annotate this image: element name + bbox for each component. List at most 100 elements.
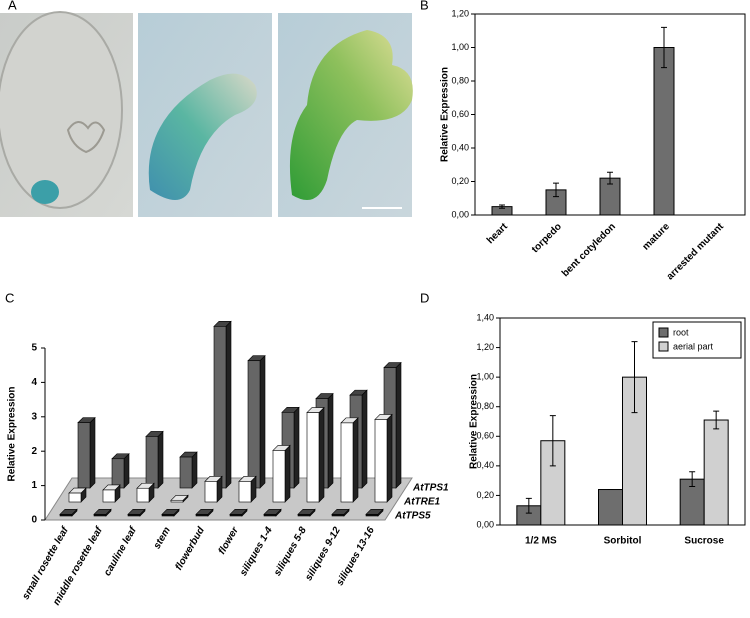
x-tick-label: siliques 13-16: [335, 525, 378, 588]
panel-label: A: [8, 0, 17, 12]
bar-side: [395, 361, 402, 489]
x-tick-label: stem: [152, 525, 173, 551]
bar-side: [293, 406, 300, 489]
x-tick-label: siliques 1-4: [238, 525, 275, 578]
y-tick-label: 0,00: [476, 519, 494, 529]
x-tick-label: flower: [217, 524, 242, 556]
bar: [111, 458, 125, 489]
panel-label: B: [420, 0, 429, 12]
bar: [598, 489, 623, 526]
error-bar: [549, 415, 556, 467]
y-axis-title: Relative Expression: [7, 386, 18, 481]
y-tick-label: 0,80: [451, 75, 469, 85]
panel-label: D: [420, 290, 429, 305]
bar-side: [259, 354, 266, 489]
bar: [145, 436, 159, 489]
bar-side: [191, 451, 198, 489]
bar-side: [327, 392, 334, 489]
error-bar: [713, 410, 720, 430]
bar: [229, 513, 243, 517]
y-tick-label: 5: [31, 343, 37, 354]
y-tick-label: 0,00: [451, 209, 469, 219]
series-label: AtTPS1: [412, 483, 449, 494]
bar: [679, 478, 705, 526]
y-axis-title: Relative Expression: [469, 374, 480, 469]
bar: [263, 513, 277, 517]
bar: [340, 422, 354, 503]
y-tick-label: 0,60: [476, 431, 494, 441]
bar: [365, 513, 379, 517]
x-tick-label: cauline leaf: [102, 524, 140, 578]
legend-box: [652, 321, 742, 359]
y-tick-label: 0,40: [476, 460, 494, 470]
error-bar: [661, 26, 667, 69]
x-tick-label: siliques 5-8: [272, 525, 309, 578]
bar: [161, 513, 175, 517]
bar-side: [352, 417, 359, 503]
error-bar: [689, 471, 696, 488]
x-tick-label: torpedo: [530, 221, 564, 255]
x-tick-label: Sorbitol: [604, 536, 642, 547]
micrograph-images: [0, 11, 413, 217]
bar-side: [386, 413, 393, 503]
error-bar: [631, 341, 638, 414]
bar: [247, 360, 261, 489]
series-label: AtTPS5: [394, 511, 431, 522]
bar: [102, 489, 116, 503]
bar: [77, 422, 91, 489]
y-tick-label: 3: [31, 411, 37, 422]
bar: [703, 419, 729, 526]
bar-side: [318, 406, 325, 503]
bar-side: [225, 320, 232, 489]
bar: [238, 481, 252, 503]
legend-swatch: [658, 341, 669, 352]
legend-label: root: [673, 327, 689, 337]
error-bar: [499, 204, 505, 209]
bar-side: [361, 389, 368, 489]
x-tick-label: arrested mutant: [665, 221, 727, 283]
bar: [653, 47, 675, 216]
y-tick-label: 0,60: [451, 109, 469, 119]
error-bar: [553, 182, 559, 198]
bar: [68, 492, 82, 503]
x-tick-label: 1/2 MS: [525, 536, 557, 547]
bar: [272, 450, 286, 503]
y-tick-label: 0,20: [476, 490, 494, 500]
legend-swatch: [658, 327, 669, 338]
bar-side: [89, 416, 96, 489]
y-tick-label: 2: [31, 446, 37, 457]
panel-label: C: [5, 290, 14, 305]
y-tick-label: 1,40: [476, 312, 494, 322]
y-tick-label: 1,00: [476, 372, 494, 382]
bar: [306, 412, 320, 503]
y-tick-label: 1,20: [451, 8, 469, 18]
bar: [374, 419, 388, 503]
bar: [213, 326, 227, 489]
y-tick-label: 1: [31, 480, 37, 491]
bar: [195, 513, 209, 517]
y-tick-label: 4: [31, 377, 37, 388]
x-tick-label: Sucrose: [684, 536, 724, 547]
x-tick-label: flowerbud: [173, 525, 207, 573]
error-bar: [607, 171, 613, 185]
bar: [59, 513, 73, 517]
x-tick-label: siliques 9-12: [303, 525, 343, 583]
bar-side: [284, 444, 291, 503]
bar: [297, 513, 311, 517]
y-tick-label: 0: [31, 515, 37, 526]
x-tick-label: heart: [485, 221, 511, 247]
y-tick-label: 0,20: [451, 176, 469, 186]
bar-side: [123, 453, 130, 489]
x-tick-label: mature: [641, 221, 673, 253]
bar: [204, 481, 218, 503]
bar: [136, 487, 150, 503]
series-label: AtTRE1: [403, 497, 441, 508]
y-tick-label: 0,40: [451, 142, 469, 152]
bar: [93, 513, 107, 517]
bar: [179, 456, 193, 489]
bar-side: [157, 430, 164, 489]
legend-label: aerial part: [673, 341, 714, 351]
y-tick-label: 1,20: [476, 342, 494, 352]
y-tick-label: 1,00: [451, 42, 469, 52]
bar: [170, 499, 184, 503]
